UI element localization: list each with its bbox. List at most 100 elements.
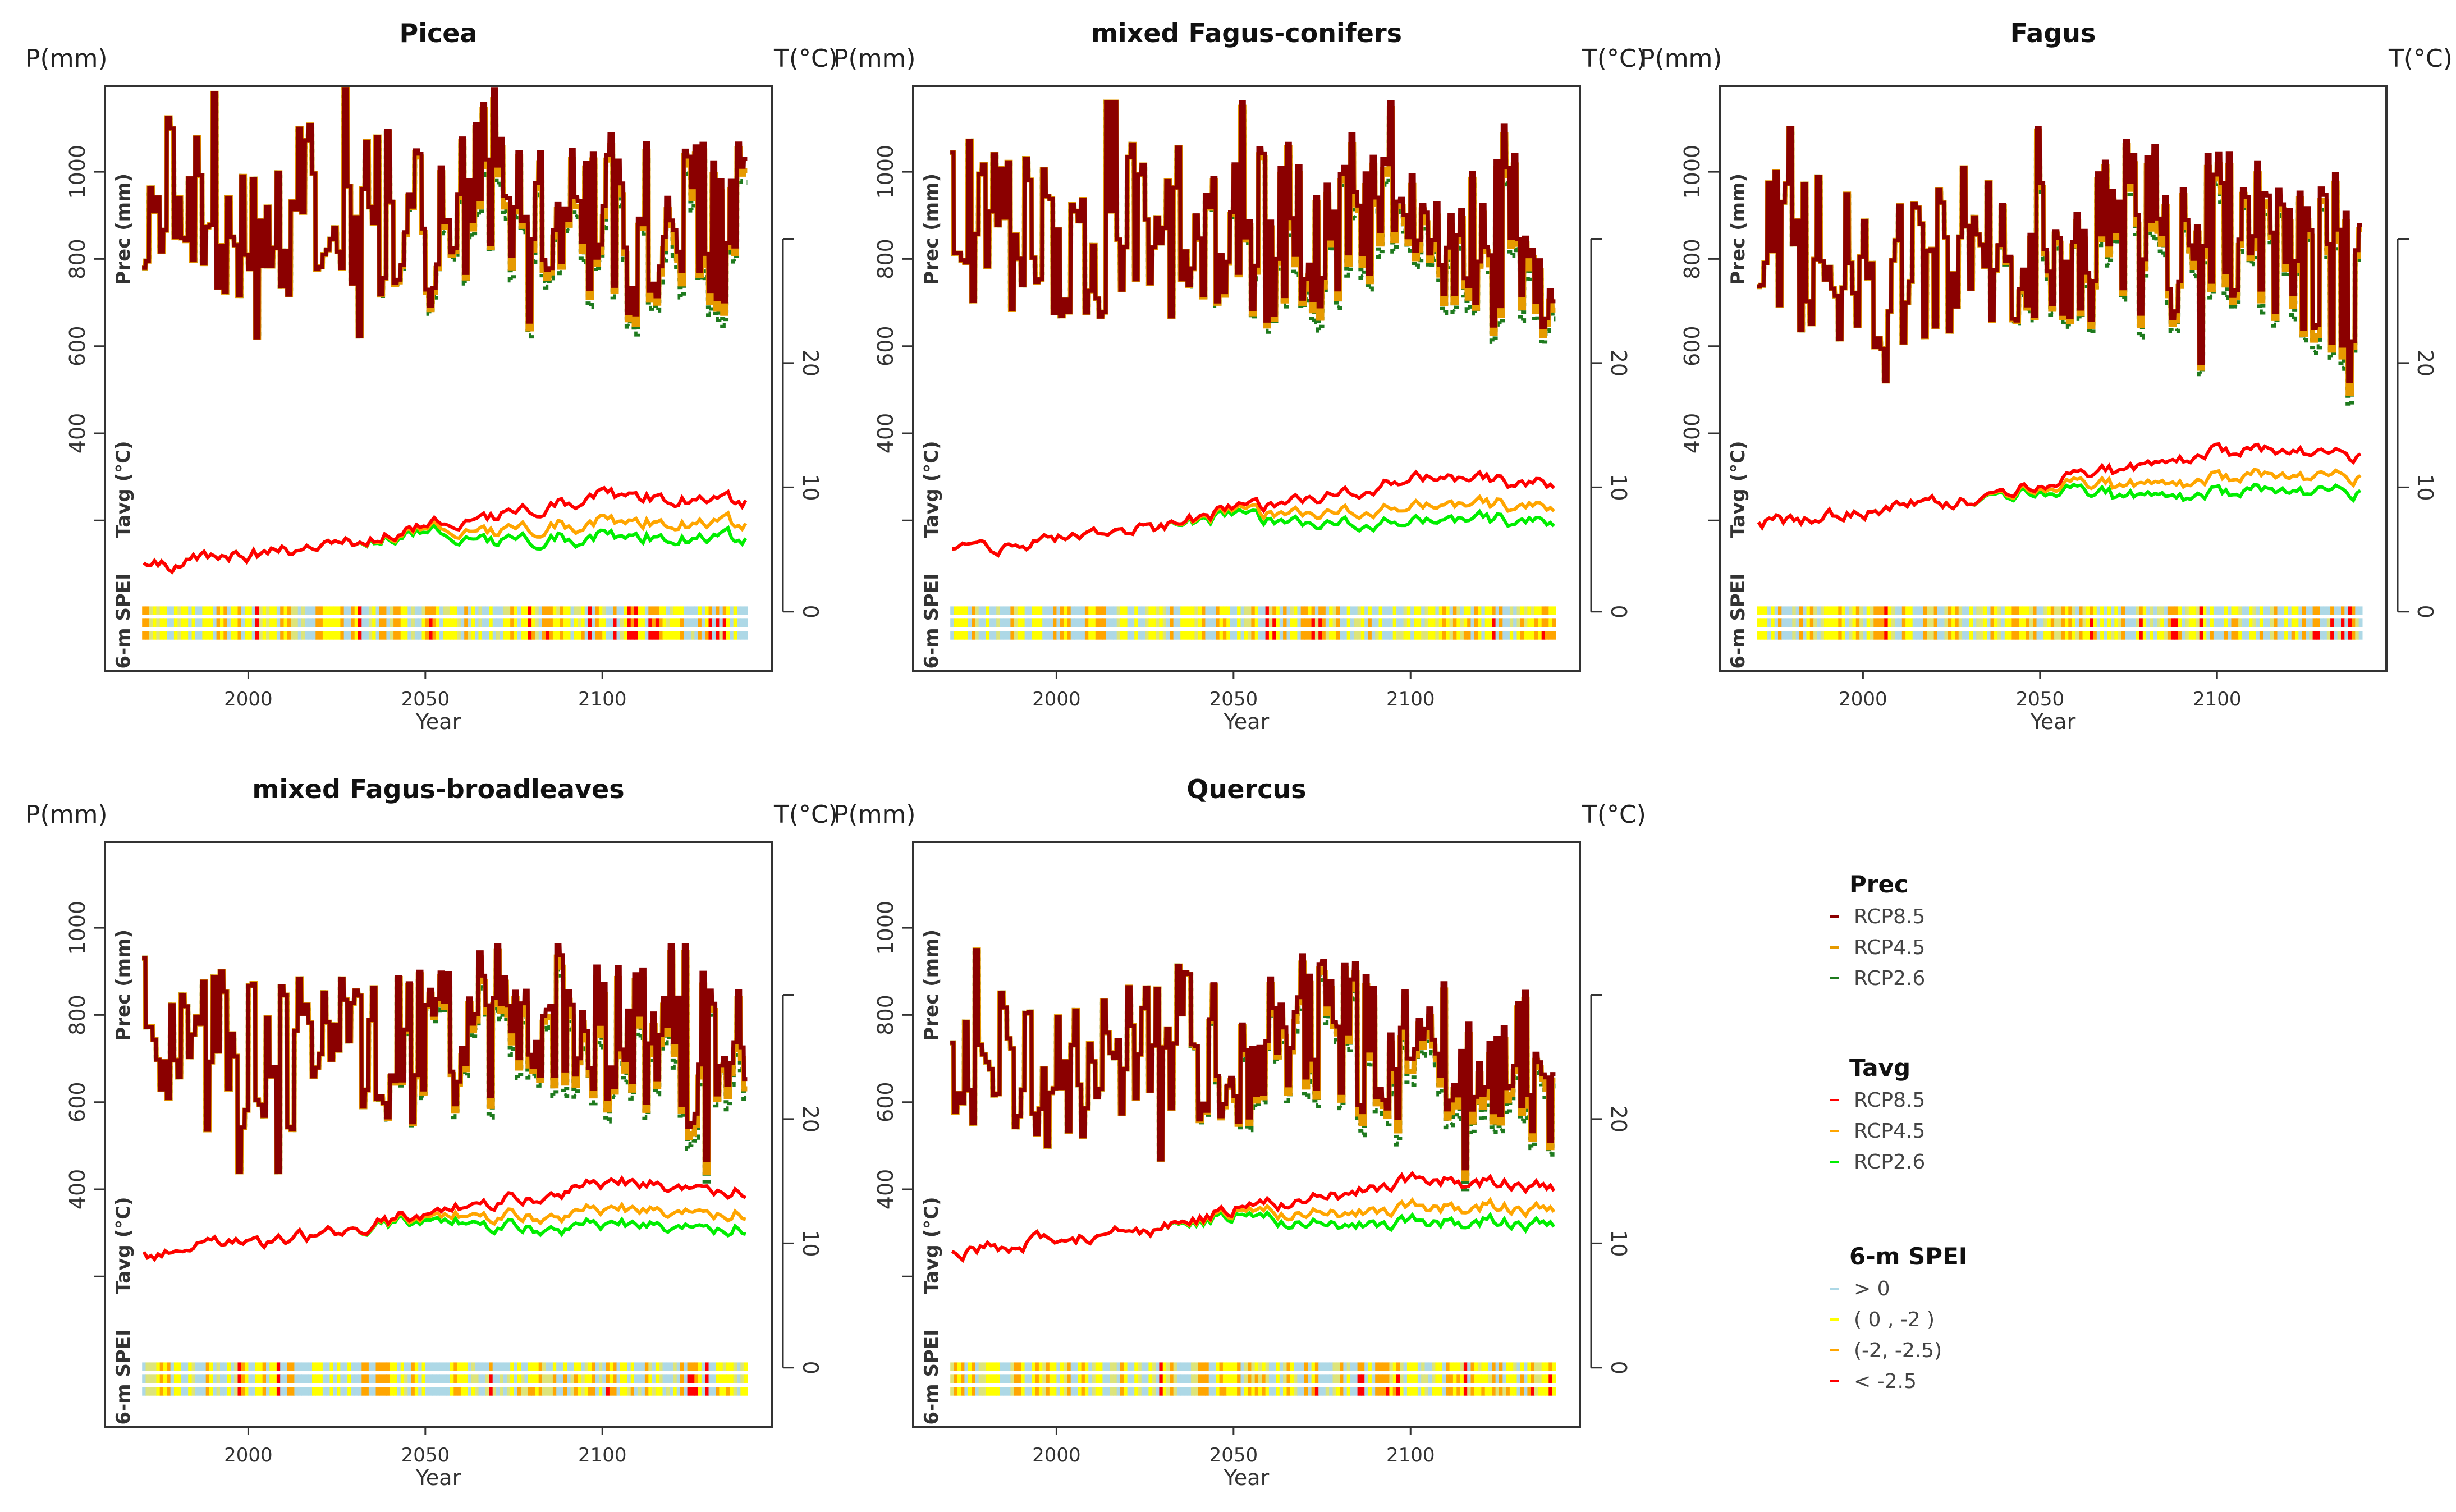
spei-cell-rcp45 (1279, 1374, 1284, 1383)
spei-cell-rcp26 (1502, 1387, 1507, 1396)
spei-cell-rcp85 (386, 606, 391, 615)
spei-cell-rcp26 (2341, 631, 2345, 640)
spei-cell-rcp85 (1538, 606, 1542, 615)
spei-cell-rcp45 (1110, 1374, 1114, 1383)
spei-cell-rcp26 (1202, 1387, 1206, 1396)
spei-cell-rcp45 (1230, 618, 1234, 627)
spei-cell-rcp45 (492, 1374, 497, 1383)
spei-cell-rcp26 (1552, 631, 1556, 640)
spei-cell-rcp45 (2040, 618, 2044, 627)
spei-cell-rcp45 (1322, 618, 1326, 627)
spei-cell-rcp85 (1414, 606, 1418, 615)
spei-cell-rcp85 (2174, 606, 2179, 615)
spei-cell-rcp85 (1884, 606, 1889, 615)
spei-cell-rcp26 (1516, 631, 1521, 640)
spei-cell-rcp85 (1520, 1362, 1524, 1371)
spei-cell-rcp26 (393, 631, 397, 640)
spei-cell-rcp45 (1838, 618, 1843, 627)
spei-cell-rcp45 (2086, 618, 2090, 627)
spei-cell-rcp85 (2203, 606, 2207, 615)
spei-cell-rcp85 (1488, 606, 1492, 615)
spei-cell-rcp26 (291, 631, 295, 640)
spei-cell-rcp85 (390, 606, 394, 615)
spei-cell-rcp45 (407, 618, 412, 627)
spei-cell-rcp85 (312, 1362, 316, 1371)
spei-cell-rcp85 (1014, 606, 1018, 615)
spei-cell-rcp45 (630, 1374, 635, 1383)
spei-cell-rcp45 (1092, 1374, 1096, 1383)
spei-cell-rcp85 (2284, 606, 2288, 615)
spei-cell-rcp45 (199, 618, 203, 627)
spei-cell-rcp85 (375, 1362, 380, 1371)
spei-cell-rcp45 (1912, 618, 1917, 627)
spei-cell-rcp45 (616, 618, 621, 627)
spei-cell-rcp85 (1948, 606, 1952, 615)
spei-cell-rcp26 (1092, 631, 1096, 640)
spei-cell-rcp45 (616, 1374, 621, 1383)
spei-cell-rcp45 (1499, 618, 1503, 627)
spei-cell-rcp85 (1958, 606, 1963, 615)
spei-cell-rcp26 (2245, 631, 2249, 640)
spei-cell-rcp45 (471, 1374, 475, 1383)
spei-cell-rcp85 (1088, 606, 1093, 615)
spei-cell-rcp45 (1308, 1374, 1312, 1383)
spei-cell-rcp26 (1965, 631, 1970, 640)
spei-cell-rcp85 (1102, 1362, 1107, 1371)
spei-cell-rcp26 (638, 1387, 642, 1396)
spei-cell-rcp26 (2326, 631, 2331, 640)
spei-cell-rcp26 (411, 1387, 415, 1396)
spei-cell-rcp45 (716, 1374, 720, 1383)
spei-cell-rcp26 (1527, 631, 1532, 640)
spei-cell-rcp85 (584, 1362, 589, 1371)
spei-cell-rcp85 (1859, 606, 1863, 615)
spei-cell-rcp45 (705, 1374, 709, 1383)
spei-cell-rcp45 (730, 1374, 734, 1383)
spei-cell-rcp26 (1855, 631, 1860, 640)
spei-cell-rcp45 (1817, 618, 1821, 627)
spei-cell-rcp45 (2139, 618, 2143, 627)
spei-cell-rcp85 (2309, 606, 2313, 615)
spei-cell-rcp45 (1000, 618, 1004, 627)
spei-cell-rcp85 (2256, 606, 2260, 615)
spei-cell-rcp26 (2058, 631, 2062, 640)
spei-cell-rcp85 (1099, 606, 1103, 615)
spei-cell-rcp26 (1396, 631, 1400, 640)
spei-cell-rcp45 (297, 1374, 302, 1383)
spei-cell-rcp45 (1290, 1374, 1294, 1383)
spei-cell-rcp85 (2068, 606, 2073, 615)
spei-cell-rcp85 (223, 1362, 228, 1371)
spei-cell-rcp26 (2050, 631, 2055, 640)
spei-cell-rcp85 (230, 1362, 235, 1371)
spei-cell-rcp85 (291, 606, 295, 615)
spei-cell-rcp26 (986, 1387, 990, 1396)
spei-cell-rcp45 (2284, 618, 2288, 627)
spei-cell-rcp85 (666, 606, 670, 615)
spei-cell-rcp45 (2096, 618, 2101, 627)
spei-cell-rcp85 (1484, 1362, 1489, 1371)
spei-cell-rcp26 (1205, 1387, 1209, 1396)
spei-cell-rcp45 (2203, 618, 2207, 627)
spei-cell-rcp45 (2160, 618, 2165, 627)
spei-cell-rcp85 (1102, 606, 1107, 615)
spei-cell-rcp45 (1208, 618, 1213, 627)
spei-cell-rcp26 (1304, 1387, 1308, 1396)
spei-cell-rcp45 (379, 1374, 383, 1383)
spei-cell-rcp26 (337, 631, 341, 640)
tavg-axis-label: Tavg (°C) (1727, 441, 1749, 538)
spei-cell-rcp26 (414, 1387, 419, 1396)
spei-cell-rcp85 (142, 1362, 146, 1371)
spei-cell-rcp26 (1835, 631, 1839, 640)
spei-cell-rcp45 (1056, 1374, 1061, 1383)
spei-cell-rcp45 (1222, 618, 1227, 627)
spei-cell-rcp45 (2043, 618, 2047, 627)
spei-cell-rcp85 (2220, 606, 2225, 615)
spei-cell-rcp26 (464, 631, 469, 640)
spei-cell-rcp45 (390, 618, 394, 627)
spei-cell-rcp85 (1552, 1362, 1556, 1371)
spei-cell-rcp85 (1350, 606, 1354, 615)
spei-cell-rcp26 (1049, 1387, 1053, 1396)
spei-cell-rcp85 (1941, 606, 1945, 615)
spei-cell-rcp26 (287, 631, 291, 640)
temp-tick-label: 10 (798, 1230, 823, 1257)
spei-cell-rcp26 (1371, 631, 1376, 640)
